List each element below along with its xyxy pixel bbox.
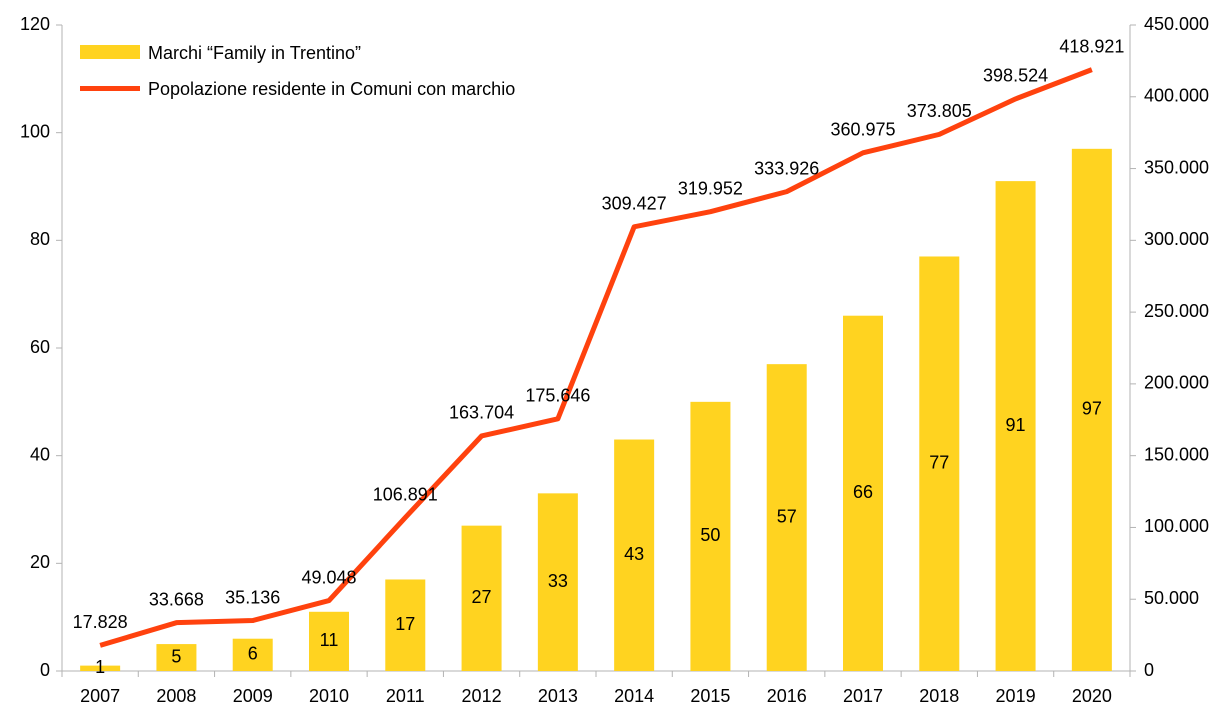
bar-value-label: 1 xyxy=(95,657,105,677)
line-value-label: 33.668 xyxy=(149,589,204,609)
x-tick-label: 2010 xyxy=(309,686,349,706)
line-value-label: 17.828 xyxy=(73,612,128,632)
line-value-label: 319.952 xyxy=(678,178,743,198)
y-tick-label: 40 xyxy=(30,444,50,464)
x-tick-label: 2012 xyxy=(462,686,502,706)
x-tick-label: 2019 xyxy=(996,686,1036,706)
bar-value-label: 50 xyxy=(700,525,720,545)
legend-label: Popolazione residente in Comuni con marc… xyxy=(148,79,516,99)
x-tick-label: 2008 xyxy=(156,686,196,706)
y-tick-label: 80 xyxy=(30,229,50,249)
bar xyxy=(843,315,883,671)
x-tick-label: 2009 xyxy=(233,686,273,706)
bar xyxy=(309,611,349,671)
y2-tick-label: 100.000 xyxy=(1144,516,1209,536)
x-tick-label: 2017 xyxy=(843,686,883,706)
line-value-label: 360.975 xyxy=(830,120,895,140)
y2-tick-label: 200.000 xyxy=(1144,373,1209,393)
y2-tick-label: 450.000 xyxy=(1144,14,1209,34)
bar-value-label: 27 xyxy=(472,587,492,607)
x-tick-label: 2011 xyxy=(386,686,425,706)
y-tick-label: 0 xyxy=(40,660,50,680)
x-tick-label: 2007 xyxy=(80,686,120,706)
bar xyxy=(385,579,426,671)
x-tick-label: 2016 xyxy=(767,686,807,706)
y2-tick-label: 0 xyxy=(1144,660,1154,680)
bar xyxy=(1071,148,1112,672)
bar-value-label: 6 xyxy=(248,644,258,664)
y2-tick-label: 300.000 xyxy=(1144,229,1209,249)
bar-value-label: 66 xyxy=(853,482,873,502)
y2-tick-label: 350.000 xyxy=(1144,157,1209,177)
line-value-label: 333.926 xyxy=(754,158,819,178)
bar xyxy=(156,644,197,671)
legend-swatch xyxy=(80,45,140,59)
line xyxy=(99,67,1093,648)
line-value-label: 175.646 xyxy=(525,386,590,406)
x-tick-label: 2014 xyxy=(614,686,654,706)
line-value-label: 163.704 xyxy=(449,403,514,423)
bar-value-label: 11 xyxy=(320,630,339,650)
bar-value-label: 91 xyxy=(1006,415,1026,435)
line-value-label: 106.891 xyxy=(373,484,438,504)
bar-value-label: 17 xyxy=(395,614,415,634)
bar-value-label: 77 xyxy=(929,452,949,472)
x-tick-label: 2018 xyxy=(919,686,959,706)
legend-label: Marchi “Family in Trentino” xyxy=(148,43,362,63)
bar xyxy=(537,493,578,671)
y-tick-label: 120 xyxy=(20,14,50,34)
x-tick-label: 2013 xyxy=(538,686,578,706)
bar-value-label: 43 xyxy=(624,544,644,564)
y-tick-label: 100 xyxy=(20,121,50,141)
y2-tick-label: 150.000 xyxy=(1144,444,1209,464)
x-tick-label: 2020 xyxy=(1072,686,1112,706)
bar xyxy=(995,181,1036,671)
bar xyxy=(919,256,960,671)
bar xyxy=(461,525,502,671)
y-tick-label: 20 xyxy=(30,552,50,572)
bar-value-label: 97 xyxy=(1082,399,1102,419)
line-value-label: 398.524 xyxy=(983,66,1048,86)
bar xyxy=(766,364,807,671)
y2-tick-label: 250.000 xyxy=(1144,301,1209,321)
bar xyxy=(690,401,731,671)
y2-tick-label: 50.000 xyxy=(1144,588,1199,608)
line-value-label: 418.921 xyxy=(1059,36,1124,56)
y2-tick-label: 400.000 xyxy=(1144,86,1209,106)
legend-swatch xyxy=(80,86,140,91)
bar-value-label: 5 xyxy=(171,646,181,666)
line-value-label: 49.048 xyxy=(301,567,356,587)
line-value-label: 373.805 xyxy=(907,101,972,121)
bar-value-label: 33 xyxy=(548,571,568,591)
x-tick-label: 2015 xyxy=(690,686,730,706)
y-tick-label: 60 xyxy=(30,337,50,357)
line-value-label: 309.427 xyxy=(602,194,667,214)
line-value-label: 35.136 xyxy=(225,587,280,607)
bar xyxy=(80,665,121,671)
bar xyxy=(614,439,655,671)
bar-value-label: 57 xyxy=(777,506,797,526)
bar xyxy=(232,638,273,671)
